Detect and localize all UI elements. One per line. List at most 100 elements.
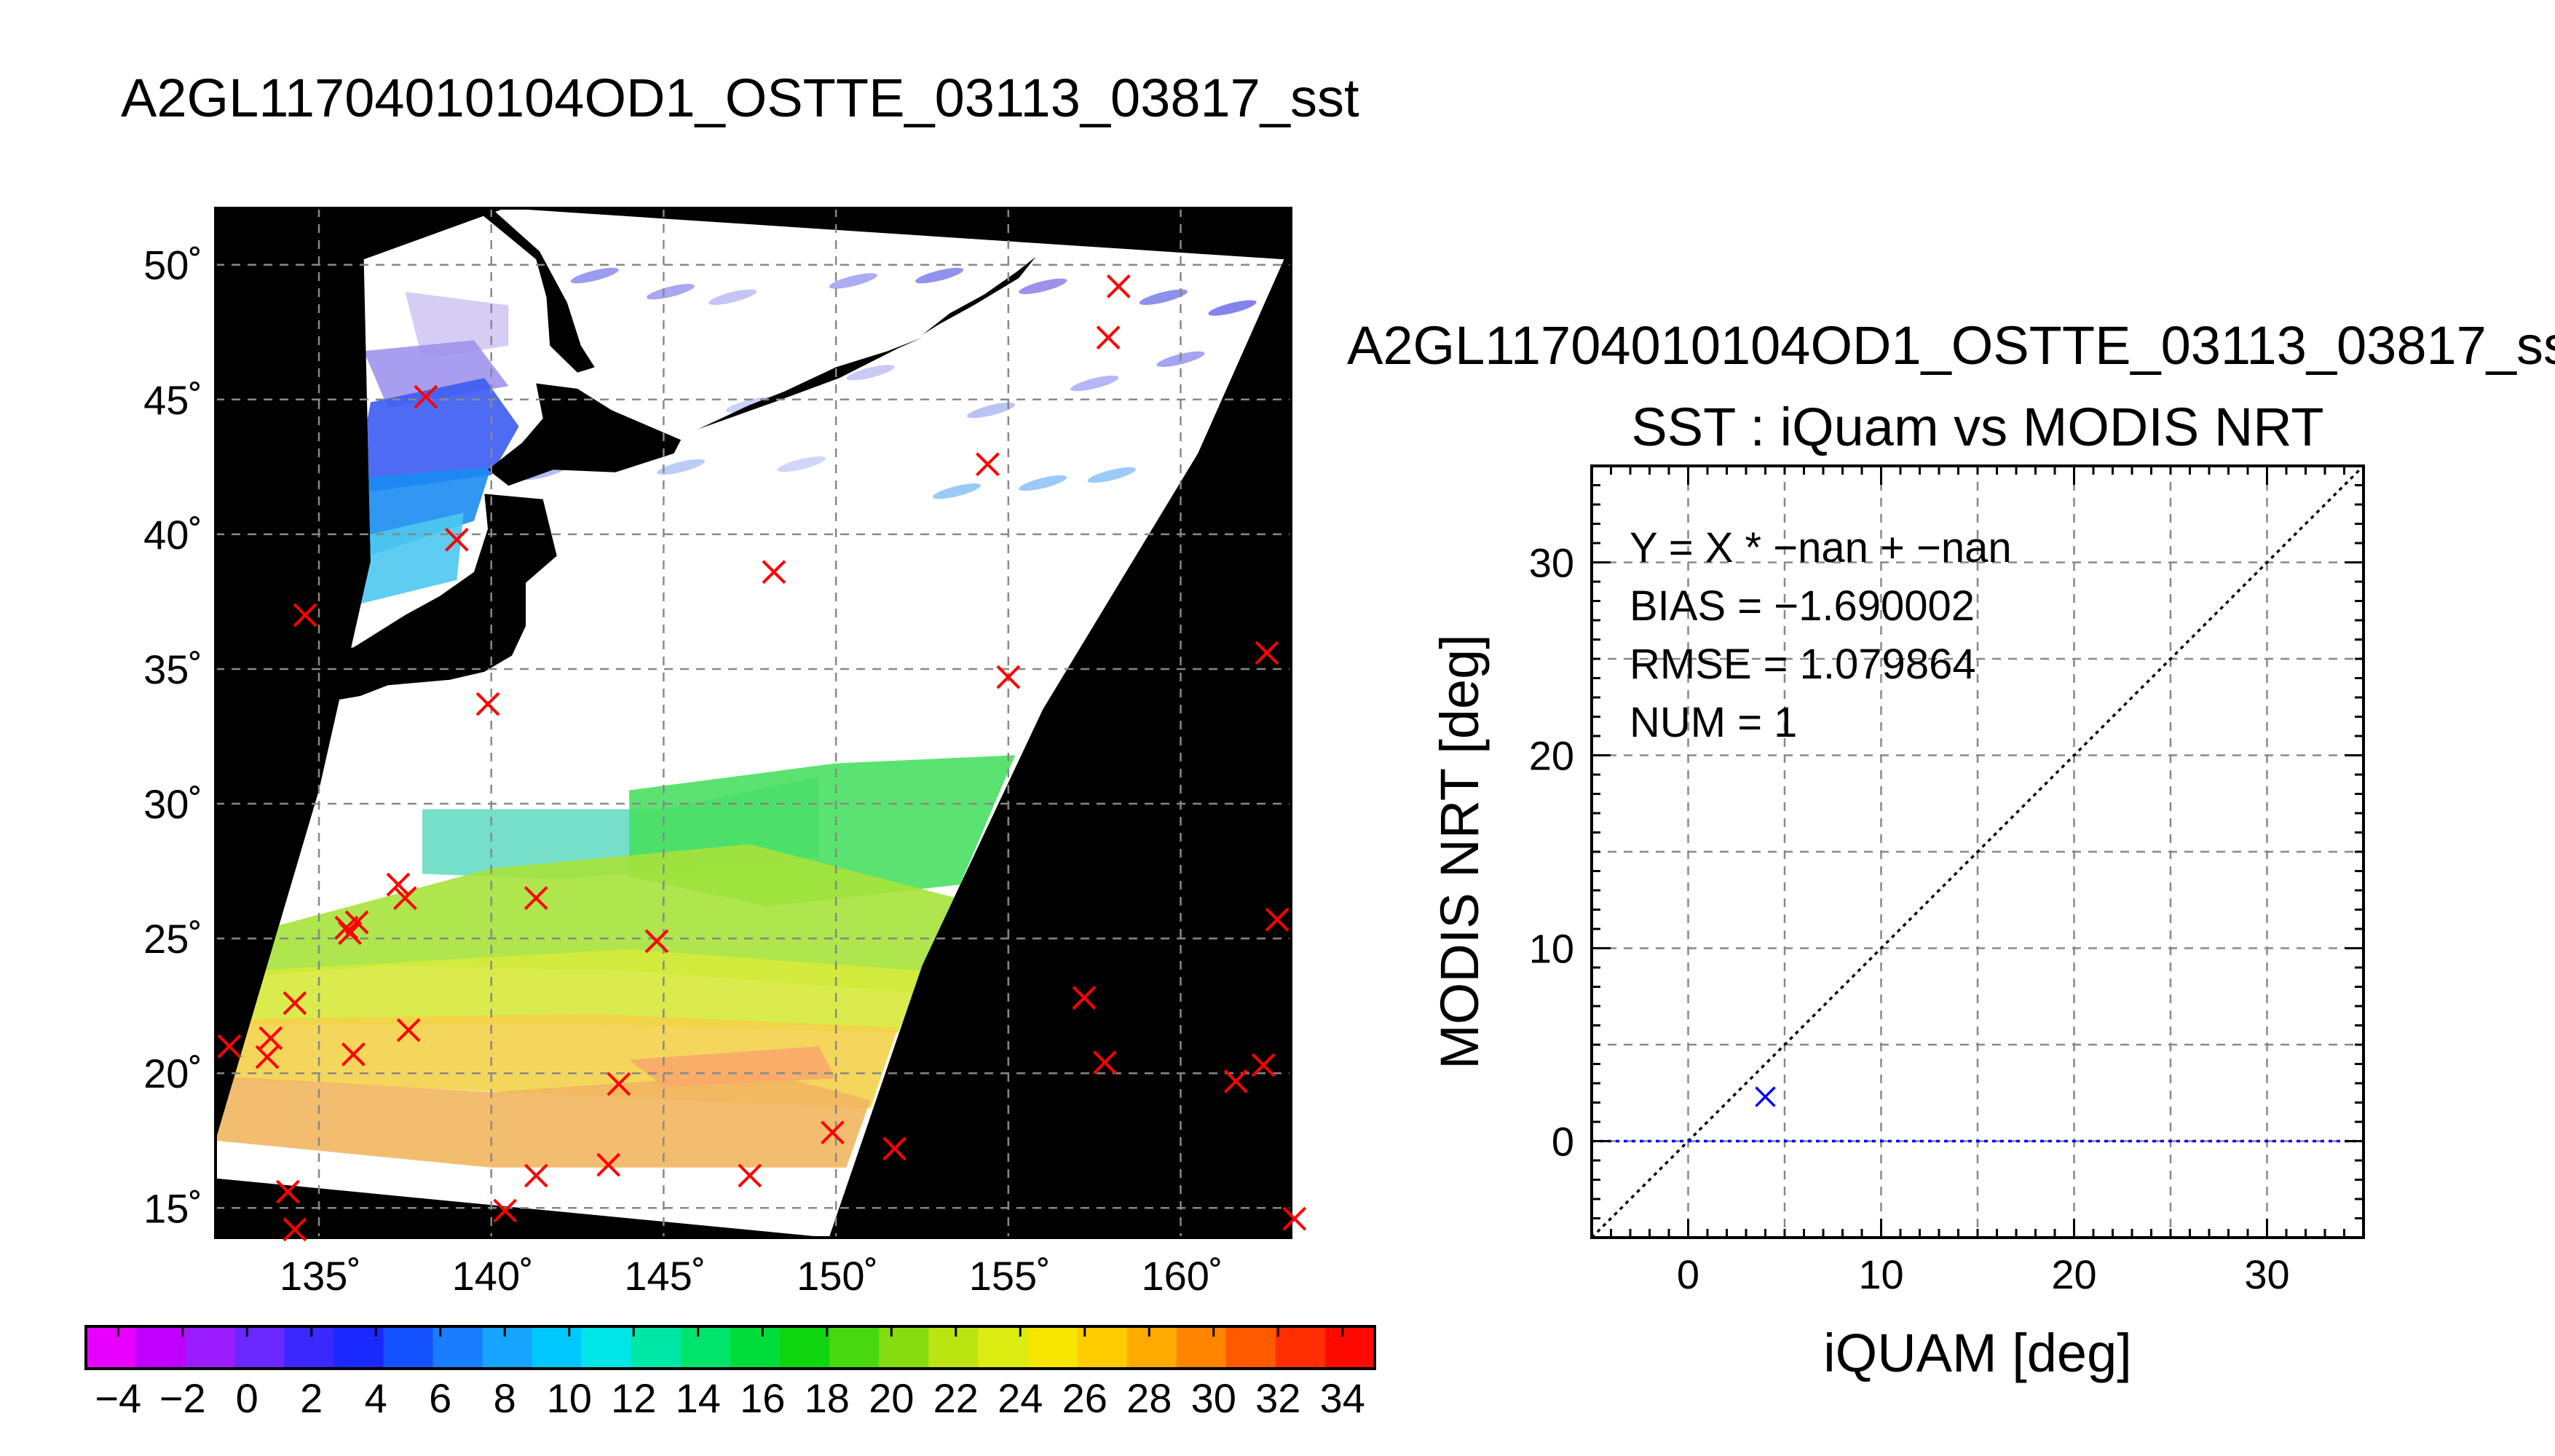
colorbar-cell (86, 1326, 136, 1369)
station-marker (283, 991, 307, 1016)
identity-line (1592, 466, 2364, 1238)
land-mass (474, 208, 595, 373)
colorbar-cell (879, 1326, 930, 1369)
map-ytick-label: 35˚ (143, 646, 202, 692)
colorbar-tick-label: 10 (547, 1375, 592, 1421)
land-mass (229, 693, 309, 729)
station-marker (1265, 907, 1290, 932)
map-xtick-label: 135˚ (280, 1253, 361, 1299)
colorbar-cell (581, 1326, 632, 1369)
sst-speckle (967, 402, 1016, 419)
sst-speckle (829, 273, 877, 289)
station-marker (338, 921, 363, 946)
sst-zone (216, 1073, 871, 1168)
station-marker (392, 886, 417, 911)
colorbar-tick-label: 12 (611, 1375, 656, 1421)
colorbar-cell (532, 1326, 583, 1369)
graticule (216, 208, 1291, 1238)
station-marker (1223, 1069, 1248, 1093)
station-marker (475, 692, 500, 716)
sst-zone (405, 291, 509, 360)
station-marker (975, 452, 1000, 477)
station-marker (524, 1163, 548, 1188)
colorbar-frame (84, 1325, 1376, 1370)
station-marker (1255, 641, 1279, 665)
scatter-ytick-label: 20 (1529, 733, 1574, 779)
station-marker (1072, 986, 1097, 1010)
sst-speckle (846, 365, 895, 381)
map-frame (214, 207, 1292, 1239)
sst-speckle (932, 483, 981, 499)
reference-lines (1592, 466, 2364, 1238)
stations (217, 274, 1307, 1242)
colorbar-cell (1275, 1326, 1326, 1369)
map-ytick-label: 30˚ (143, 781, 202, 827)
map-ytick-label: 40˚ (143, 512, 202, 558)
map-xtick-label: 150˚ (797, 1253, 878, 1299)
colorbar-tick-label: 16 (740, 1375, 785, 1421)
colorbar-cell (730, 1326, 781, 1369)
colorbar-cell (1027, 1326, 1078, 1369)
colorbar-tick-label: 18 (805, 1375, 850, 1421)
land-mass (216, 494, 557, 702)
colorbar-cell (383, 1326, 434, 1369)
colorbar-cell (185, 1326, 236, 1369)
station-marker (344, 910, 369, 935)
station-marker (820, 1120, 845, 1145)
colorbar-cell (680, 1326, 731, 1369)
colorbar-tick-label: 4 (365, 1375, 387, 1421)
colorbar-cell (482, 1326, 533, 1369)
station-marker (607, 1072, 631, 1096)
scatter-suptitle: A2GL11704010104OD1_OSTTE_03113_03817_sst (1347, 315, 2555, 376)
colorbar-cell (234, 1326, 285, 1369)
map-area (216, 208, 1291, 1238)
colorbar-tick-label: 8 (494, 1375, 516, 1421)
station-marker (762, 560, 786, 585)
colorbar-tick-label: 6 (429, 1375, 451, 1421)
colorbar-tick-label: 30 (1191, 1375, 1236, 1421)
sst-speckle (1208, 300, 1257, 316)
sst-speckle (1019, 278, 1067, 294)
colorbar-tick-label: 20 (869, 1375, 914, 1421)
station-marker (258, 1026, 283, 1051)
land-mass (922, 256, 1036, 335)
scatter-xtick-label: 30 (2244, 1251, 2289, 1297)
scatter-title: SST : iQuam vs MODIS NRT (1631, 397, 2323, 457)
scatter-point (1755, 1086, 1776, 1107)
scatter-ylabel: MODIS NRT [deg] (1429, 634, 1490, 1069)
land-mass (698, 337, 923, 430)
station-marker (1282, 1206, 1307, 1231)
station-marker (524, 886, 548, 911)
scatter-annotation: Y = X * −nan + −nan (1630, 524, 2012, 571)
scatter-ytick-label: 30 (1529, 540, 1574, 586)
land-mass (216, 208, 364, 683)
colorbar-cell (1126, 1326, 1177, 1369)
scatter-annotation: NUM = 1 (1630, 699, 1797, 746)
scatter-ytick-label: 0 (1552, 1119, 1574, 1165)
scatter-xtick-label: 0 (1677, 1251, 1699, 1297)
station-marker (1096, 325, 1121, 350)
map-title: A2GL11704010104OD1_OSTTE_03113_03817_sst (121, 68, 1359, 128)
colorbar-cell (928, 1326, 979, 1369)
sst-speckle (1087, 467, 1136, 483)
scatter-xlabel: iQUAM [deg] (1823, 1323, 2132, 1383)
sst-speckle (708, 289, 757, 305)
scatter-annotation: RMSE = 1.079864 (1630, 641, 1976, 688)
sst-speckle (570, 267, 619, 284)
station-marker (275, 1179, 300, 1204)
colorbar-tick-label: −4 (95, 1375, 141, 1421)
station-marker (644, 929, 669, 954)
map-ytick-label: 45˚ (143, 377, 202, 423)
scatter-annotation: BIAS = −1.690002 (1630, 582, 1975, 630)
station-marker (386, 872, 411, 897)
colorbar-cell (1324, 1326, 1375, 1369)
station-marker (1106, 274, 1131, 298)
map-ytick-label: 20˚ (143, 1051, 202, 1096)
colorbar-tick-label: 22 (933, 1375, 979, 1421)
sst-speckle (1070, 375, 1119, 392)
sst-speckle (1139, 289, 1188, 305)
map-xtick-label: 145˚ (624, 1253, 706, 1299)
scatter-xtick-label: 20 (2051, 1251, 2096, 1297)
station-marker (396, 1018, 421, 1042)
